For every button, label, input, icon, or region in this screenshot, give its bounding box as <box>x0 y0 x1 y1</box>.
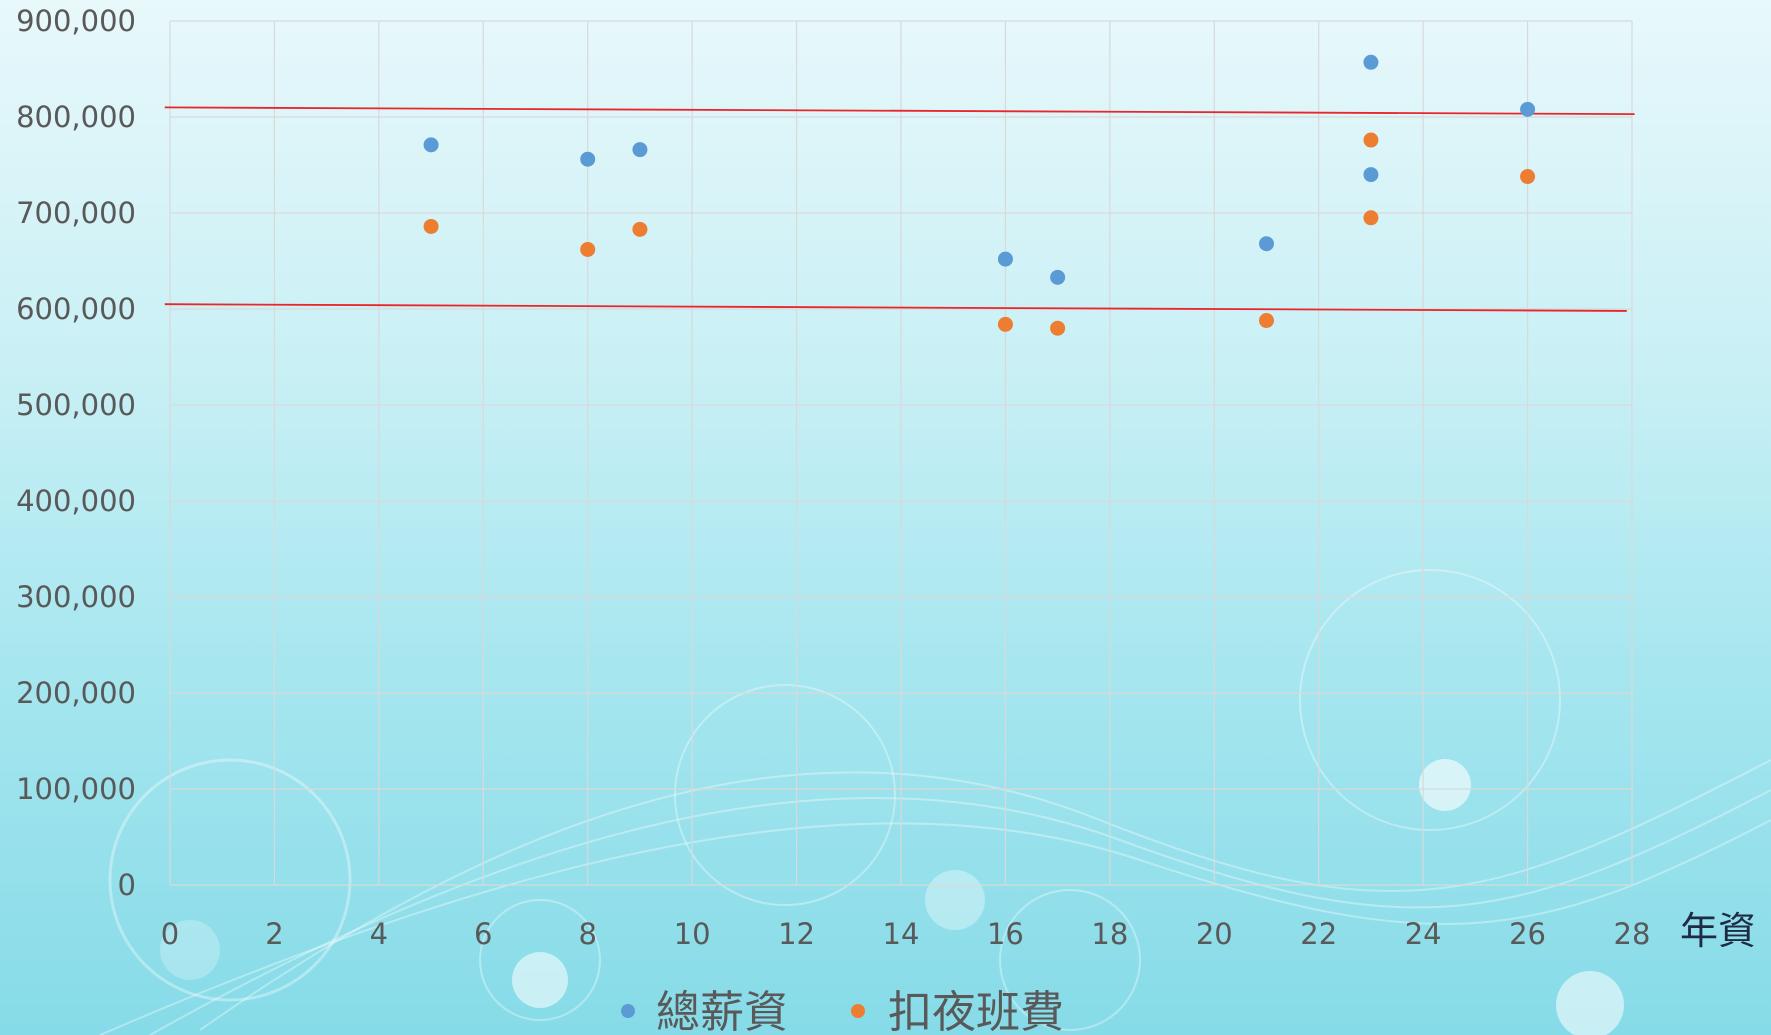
x-tick-label: 0 <box>161 917 179 951</box>
data-point-series-1 <box>423 137 439 153</box>
reference-line <box>164 303 1627 312</box>
x-axis-title: 年資 <box>1680 909 1756 953</box>
y-tick-label: 900,000 <box>16 4 136 38</box>
y-tick-label: 200,000 <box>16 676 136 710</box>
data-point-series-2 <box>997 316 1013 332</box>
legend-label-series-1: 總薪資 <box>656 987 788 1035</box>
data-point-series-2 <box>1259 313 1274 329</box>
x-tick-label: 28 <box>1614 917 1651 951</box>
data-points <box>423 54 1536 336</box>
y-tick-label: 500,000 <box>16 388 136 422</box>
gridlines <box>169 20 1633 886</box>
legend-label-series-2: 扣夜班費 <box>888 987 1064 1035</box>
y-tick-label: 600,000 <box>16 292 136 326</box>
x-tick-label: 16 <box>987 917 1024 951</box>
data-point-series-2 <box>423 218 439 234</box>
x-tick-label: 20 <box>1196 917 1233 951</box>
x-tick-label: 4 <box>370 917 388 951</box>
y-tick-label: 0 <box>118 868 136 902</box>
y-tick-label: 800,000 <box>16 100 136 134</box>
y-tick-label: 400,000 <box>16 484 136 518</box>
data-point-series-2 <box>1363 210 1379 226</box>
data-point-series-1 <box>997 251 1013 267</box>
x-tick-label: 18 <box>1091 917 1128 951</box>
x-tick-label: 6 <box>474 917 492 951</box>
x-axis-tick-labels: 0 2 4 6 8 10 12 14 16 18 20 22 24 26 28 <box>161 917 1651 951</box>
legend: 總薪資 扣夜班費 <box>621 987 1064 1035</box>
x-tick-label: 14 <box>883 917 920 951</box>
data-point-series-1 <box>1363 54 1379 70</box>
data-point-series-2 <box>632 221 648 237</box>
data-point-series-2 <box>580 241 596 257</box>
data-point-series-1 <box>580 151 596 167</box>
data-point-series-1 <box>1050 269 1066 285</box>
data-point-series-1 <box>1363 167 1379 183</box>
x-tick-label: 2 <box>265 917 283 951</box>
y-tick-label: 100,000 <box>16 772 136 806</box>
data-point-series-2 <box>1520 169 1536 185</box>
data-point-series-2 <box>1363 132 1379 148</box>
legend-marker-series-1 <box>621 1004 635 1018</box>
x-tick-label: 10 <box>674 917 711 951</box>
x-tick-label: 22 <box>1300 917 1337 951</box>
x-tick-label: 12 <box>778 917 815 951</box>
legend-marker-series-2 <box>851 1004 865 1018</box>
reference-lines <box>164 106 1635 312</box>
y-tick-label: 300,000 <box>16 580 136 614</box>
y-axis-tick-labels: 0 100,000 200,000 300,000 400,000 500,000 600,… <box>16 4 136 902</box>
x-tick-label: 26 <box>1509 917 1546 951</box>
data-point-series-1 <box>1520 101 1536 117</box>
data-point-series-1 <box>1259 236 1274 252</box>
x-tick-label: 8 <box>578 917 596 951</box>
data-point-series-1 <box>632 142 648 158</box>
data-point-series-2 <box>1050 320 1066 336</box>
y-tick-label: 700,000 <box>16 196 136 230</box>
x-tick-label: 24 <box>1405 917 1442 951</box>
reference-line <box>164 106 1635 116</box>
